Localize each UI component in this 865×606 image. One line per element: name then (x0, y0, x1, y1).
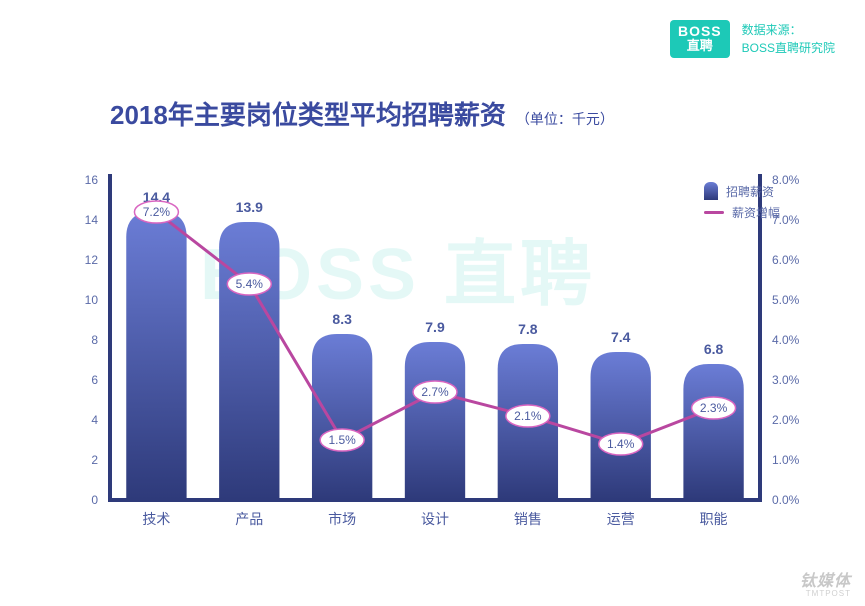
logo-line1: BOSS (678, 24, 722, 39)
footer-en: TMTPOST (800, 590, 851, 598)
legend-bar-icon (704, 182, 718, 200)
source-label: 数据来源： (742, 21, 835, 39)
title-block: 2018年主要岗位类型平均招聘薪资 （单位：千元） (110, 95, 614, 132)
source-value: BOSS直聘研究院 (742, 39, 835, 57)
y-right-tick: 1.0% (772, 453, 800, 467)
y-right-tick: 0.0% (772, 493, 800, 507)
bar-value-label: 13.9 (236, 199, 263, 215)
line-marker-label: 1.4% (607, 437, 635, 451)
bar (683, 364, 743, 500)
y-left-tick: 14 (85, 213, 99, 227)
line-marker-label: 5.4% (236, 277, 264, 291)
legend-item-bar: 招聘薪资 (704, 182, 780, 200)
bar (312, 334, 372, 500)
bar-value-label: 7.4 (611, 329, 631, 345)
x-category-label: 市场 (328, 511, 356, 527)
y-left-tick: 2 (91, 453, 98, 467)
y-right-tick: 6.0% (772, 253, 800, 267)
bar-value-label: 7.8 (518, 321, 538, 337)
bar-value-label: 7.9 (425, 319, 445, 335)
line-marker-label: 2.3% (700, 401, 728, 415)
logo-line2: 直聘 (678, 39, 722, 53)
line-marker-label: 2.1% (514, 409, 542, 423)
y-left-tick: 0 (91, 493, 98, 507)
bar-value-label: 8.3 (332, 311, 352, 327)
y-left-tick: 8 (91, 333, 98, 347)
line-marker-label: 1.5% (328, 433, 356, 447)
source-block: 数据来源： BOSS直聘研究院 (742, 21, 835, 57)
y-left-tick: 6 (91, 373, 98, 387)
x-category-label: 技术 (142, 511, 170, 527)
footer-watermark: 钛媒体 TMTPOST (800, 574, 851, 598)
line-marker-label: 7.2% (143, 205, 171, 219)
logo-badge: BOSS 直聘 (670, 20, 730, 58)
legend: 招聘薪资 薪资增幅 (704, 182, 780, 225)
bar (126, 212, 186, 500)
bar (405, 342, 465, 500)
x-category-label: 职能 (700, 511, 728, 527)
legend-bar-label: 招聘薪资 (726, 183, 774, 200)
main-title: 2018年主要岗位类型平均招聘薪资 (110, 95, 506, 132)
bar (591, 352, 651, 500)
bar-value-label: 6.8 (704, 341, 724, 357)
unit-subtitle: （单位：千元） (516, 109, 614, 129)
chart-svg: 0 2 4 6 8 10 12 14 16 0.0% 1.0% 2.0% 3.0% 4.0% 5.0% 6.0… (60, 170, 800, 550)
y-left-tick: 4 (91, 413, 98, 427)
y-left-tick: 16 (85, 173, 99, 187)
y-right-tick: 4.0% (772, 333, 800, 347)
x-category-label: 设计 (421, 511, 449, 527)
y-left-tick: 12 (85, 253, 99, 267)
y-right-tick: 3.0% (772, 373, 800, 387)
x-category-label: 销售 (514, 511, 542, 527)
x-category-label: 运营 (607, 511, 635, 527)
footer-cn: 钛媒体 (800, 574, 851, 590)
y-right-tick: 5.0% (772, 293, 800, 307)
bar (219, 222, 279, 500)
header: BOSS 直聘 数据来源： BOSS直聘研究院 (670, 20, 835, 58)
y-right-tick: 2.0% (772, 413, 800, 427)
legend-item-line: 薪资增幅 (704, 204, 780, 221)
y-left-tick: 10 (85, 293, 99, 307)
legend-line-label: 薪资增幅 (732, 204, 780, 221)
line-marker-label: 2.7% (421, 385, 449, 399)
x-category-label: 产品 (235, 511, 263, 527)
legend-line-icon (704, 211, 724, 214)
chart: BOSS 直聘 招聘薪资 薪资增幅 02468101214160.0%1.0%2… (60, 170, 800, 550)
